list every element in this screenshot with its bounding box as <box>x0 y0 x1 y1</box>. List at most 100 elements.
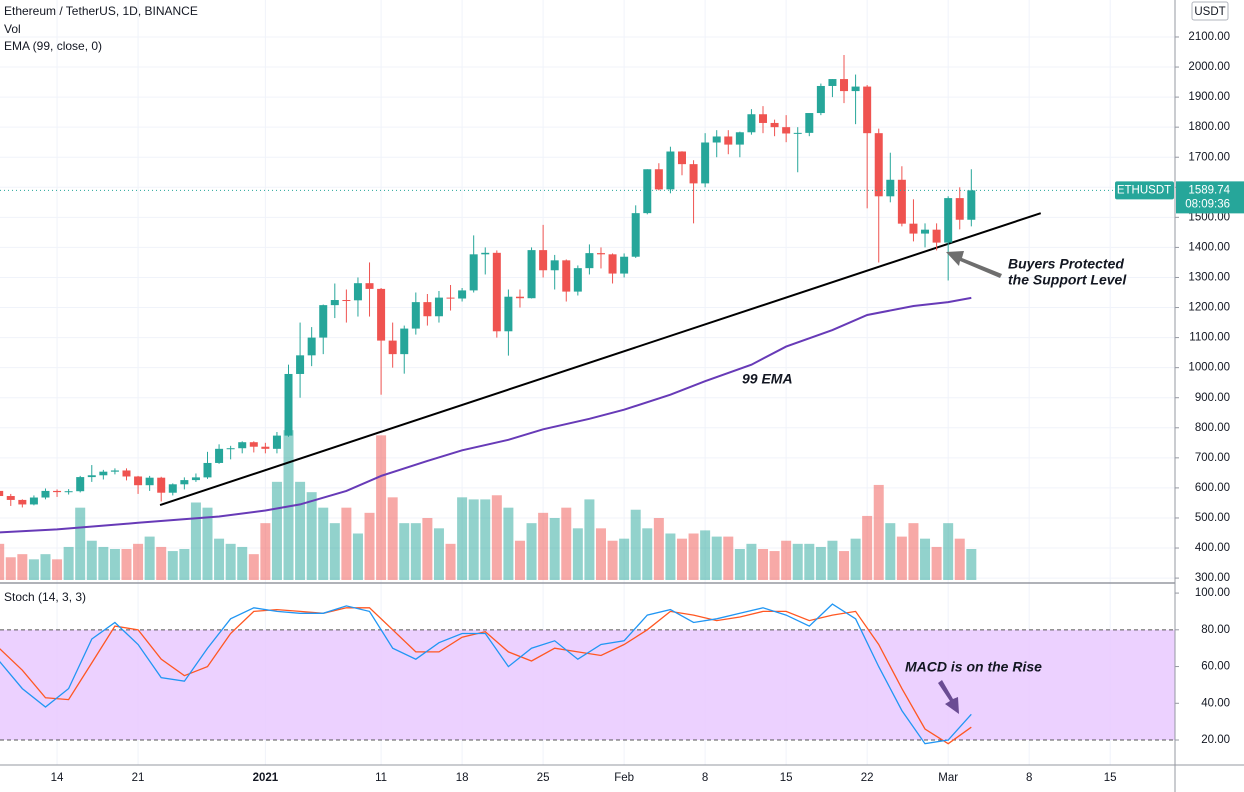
x-tick-label: 2021 <box>253 772 279 784</box>
arrow <box>938 680 959 714</box>
candle-body <box>388 340 397 355</box>
candle-body <box>793 132 802 134</box>
volume-bar <box>688 533 699 580</box>
volume-bar <box>815 546 826 580</box>
volume-bar <box>352 533 363 580</box>
candle-body <box>747 114 756 133</box>
candle-body <box>168 484 177 493</box>
candle-body <box>423 302 432 317</box>
candle-body <box>631 213 640 257</box>
volume-bar <box>86 540 97 580</box>
candle-body <box>238 442 247 449</box>
y-tick-label: 600.00 <box>1195 482 1230 494</box>
stoch-label: Stoch (14, 3, 3) <box>4 590 86 604</box>
y-tick-label: 1300.00 <box>1188 272 1230 284</box>
price-tag <box>1176 181 1244 214</box>
volume-bar <box>156 546 167 580</box>
y-tick-label: 80.00 <box>1201 624 1230 636</box>
x-tick-label: 11 <box>375 772 387 784</box>
candle-body <box>272 435 281 449</box>
volume-bar <box>595 528 606 580</box>
volume-bar <box>931 546 942 580</box>
candle-body <box>828 79 837 86</box>
candle-body <box>122 470 131 477</box>
x-tick-label: Mar <box>938 772 958 784</box>
volume-bar <box>480 499 491 580</box>
volume-bar <box>746 543 757 580</box>
y-tick-label: 1100.00 <box>1189 332 1230 344</box>
volume-bar <box>630 509 641 580</box>
candle-body <box>527 250 536 299</box>
candle-body <box>157 477 166 493</box>
volume-bar <box>561 507 572 580</box>
volume-bar <box>179 549 190 580</box>
volume-bar <box>52 559 63 580</box>
candle-body <box>215 448 224 463</box>
candle-body <box>573 268 582 292</box>
candle-body <box>782 127 791 134</box>
candle-body <box>585 253 594 269</box>
arrow <box>946 251 1002 278</box>
candle-body <box>191 477 200 481</box>
volume-bar <box>237 546 248 580</box>
candle-body <box>666 151 675 190</box>
stoch-k-line <box>0 603 972 745</box>
candle-body <box>863 86 872 134</box>
trendline <box>159 212 1042 506</box>
ema-label: EMA (99, close, 0) <box>4 39 102 53</box>
candle-body <box>377 288 386 341</box>
candle-body <box>0 490 4 497</box>
volume-bar <box>399 523 410 580</box>
candle-body <box>596 253 605 255</box>
volume-bar <box>457 497 468 580</box>
volume-bar <box>526 523 537 580</box>
candle-body <box>932 229 941 243</box>
y-tick-label: 1400.00 <box>1188 241 1230 253</box>
volume-bar <box>318 507 329 580</box>
volume-bar <box>804 543 815 580</box>
candle-body <box>562 260 571 292</box>
candle-body <box>955 198 964 220</box>
x-tick-label: 25 <box>537 772 550 784</box>
candle-body <box>110 470 119 472</box>
candle-body <box>967 190 976 220</box>
candle-body <box>342 300 351 302</box>
volume-bar <box>862 515 873 580</box>
stoch-band <box>0 629 1175 741</box>
currency-box[interactable] <box>1191 1 1229 21</box>
candle-body <box>284 373 293 436</box>
candle-body <box>411 302 420 329</box>
y-tick-label: 500.00 <box>1195 512 1230 524</box>
volume-bar <box>190 502 201 580</box>
volume-bar <box>422 518 433 580</box>
candle-body <box>296 355 305 374</box>
volume-bar <box>202 507 213 580</box>
candle-body <box>41 490 50 498</box>
volume-bar <box>17 554 28 580</box>
volume-bar <box>943 523 954 580</box>
candle-body <box>145 477 154 486</box>
candle-body <box>886 179 895 197</box>
candle-body <box>249 442 258 447</box>
volume-bar <box>954 538 965 580</box>
candle-body <box>677 151 686 165</box>
candle-body <box>458 290 467 299</box>
price-pane <box>0 55 1175 580</box>
candle-body <box>261 446 270 449</box>
volume-bar <box>920 538 931 580</box>
volume-bar <box>225 543 236 580</box>
candle-body <box>874 133 883 197</box>
volume-bar <box>619 538 630 580</box>
volume-bar <box>0 543 5 580</box>
volume-bar <box>98 546 109 580</box>
candle-body <box>365 283 374 289</box>
y-tick-label: 1900.00 <box>1188 91 1230 103</box>
annotation: the Support Level <box>1008 272 1127 288</box>
candle-body <box>701 142 710 184</box>
y-tick-label: 20.00 <box>1201 734 1230 746</box>
candle-body <box>689 164 698 184</box>
volume-bar <box>538 512 549 580</box>
candle-body <box>330 300 339 306</box>
candle-body <box>87 475 96 478</box>
stoch-pane <box>0 603 1175 745</box>
